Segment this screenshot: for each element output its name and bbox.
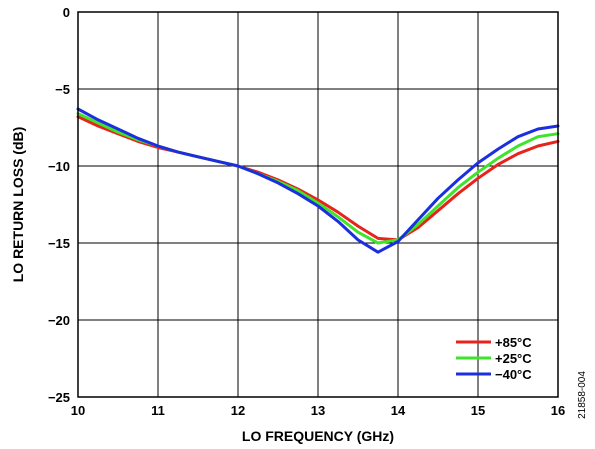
legend-label: +25°C	[495, 351, 532, 366]
y-tick-label: −5	[55, 82, 70, 97]
x-tick-labels: 10 11 12 13 14 15 16	[71, 403, 565, 418]
y-tick-label: −20	[48, 313, 70, 328]
plot-frame	[77, 11, 559, 398]
grid	[78, 12, 558, 397]
x-tick-label: 12	[231, 403, 245, 418]
x-axis-title: LO FREQUENCY (GHz)	[242, 428, 394, 444]
y-tick-label: −25	[48, 390, 70, 405]
x-tick-label: 13	[311, 403, 325, 418]
series-lines	[76, 107, 560, 254]
x-tick-label: 16	[551, 403, 565, 418]
x-tick-label: 11	[151, 403, 165, 418]
legend: +85°C+25°C−40°C	[456, 335, 532, 382]
x-tick-label: 10	[71, 403, 85, 418]
x-tick-label: 15	[471, 403, 485, 418]
y-tick-label: −15	[48, 236, 70, 251]
y-tick-labels: 0 −5 −10 −15 −20 −25	[48, 5, 70, 405]
series-line	[76, 107, 560, 254]
y-axis-title: LO RETURN LOSS (dB)	[10, 127, 26, 283]
x-tick-label: 14	[391, 403, 406, 418]
y-tick-label: −10	[48, 159, 70, 174]
legend-label: +85°C	[495, 335, 532, 350]
figure-id: 21858-004	[577, 371, 588, 419]
legend-label: −40°C	[495, 367, 532, 382]
y-tick-label: 0	[63, 5, 70, 20]
